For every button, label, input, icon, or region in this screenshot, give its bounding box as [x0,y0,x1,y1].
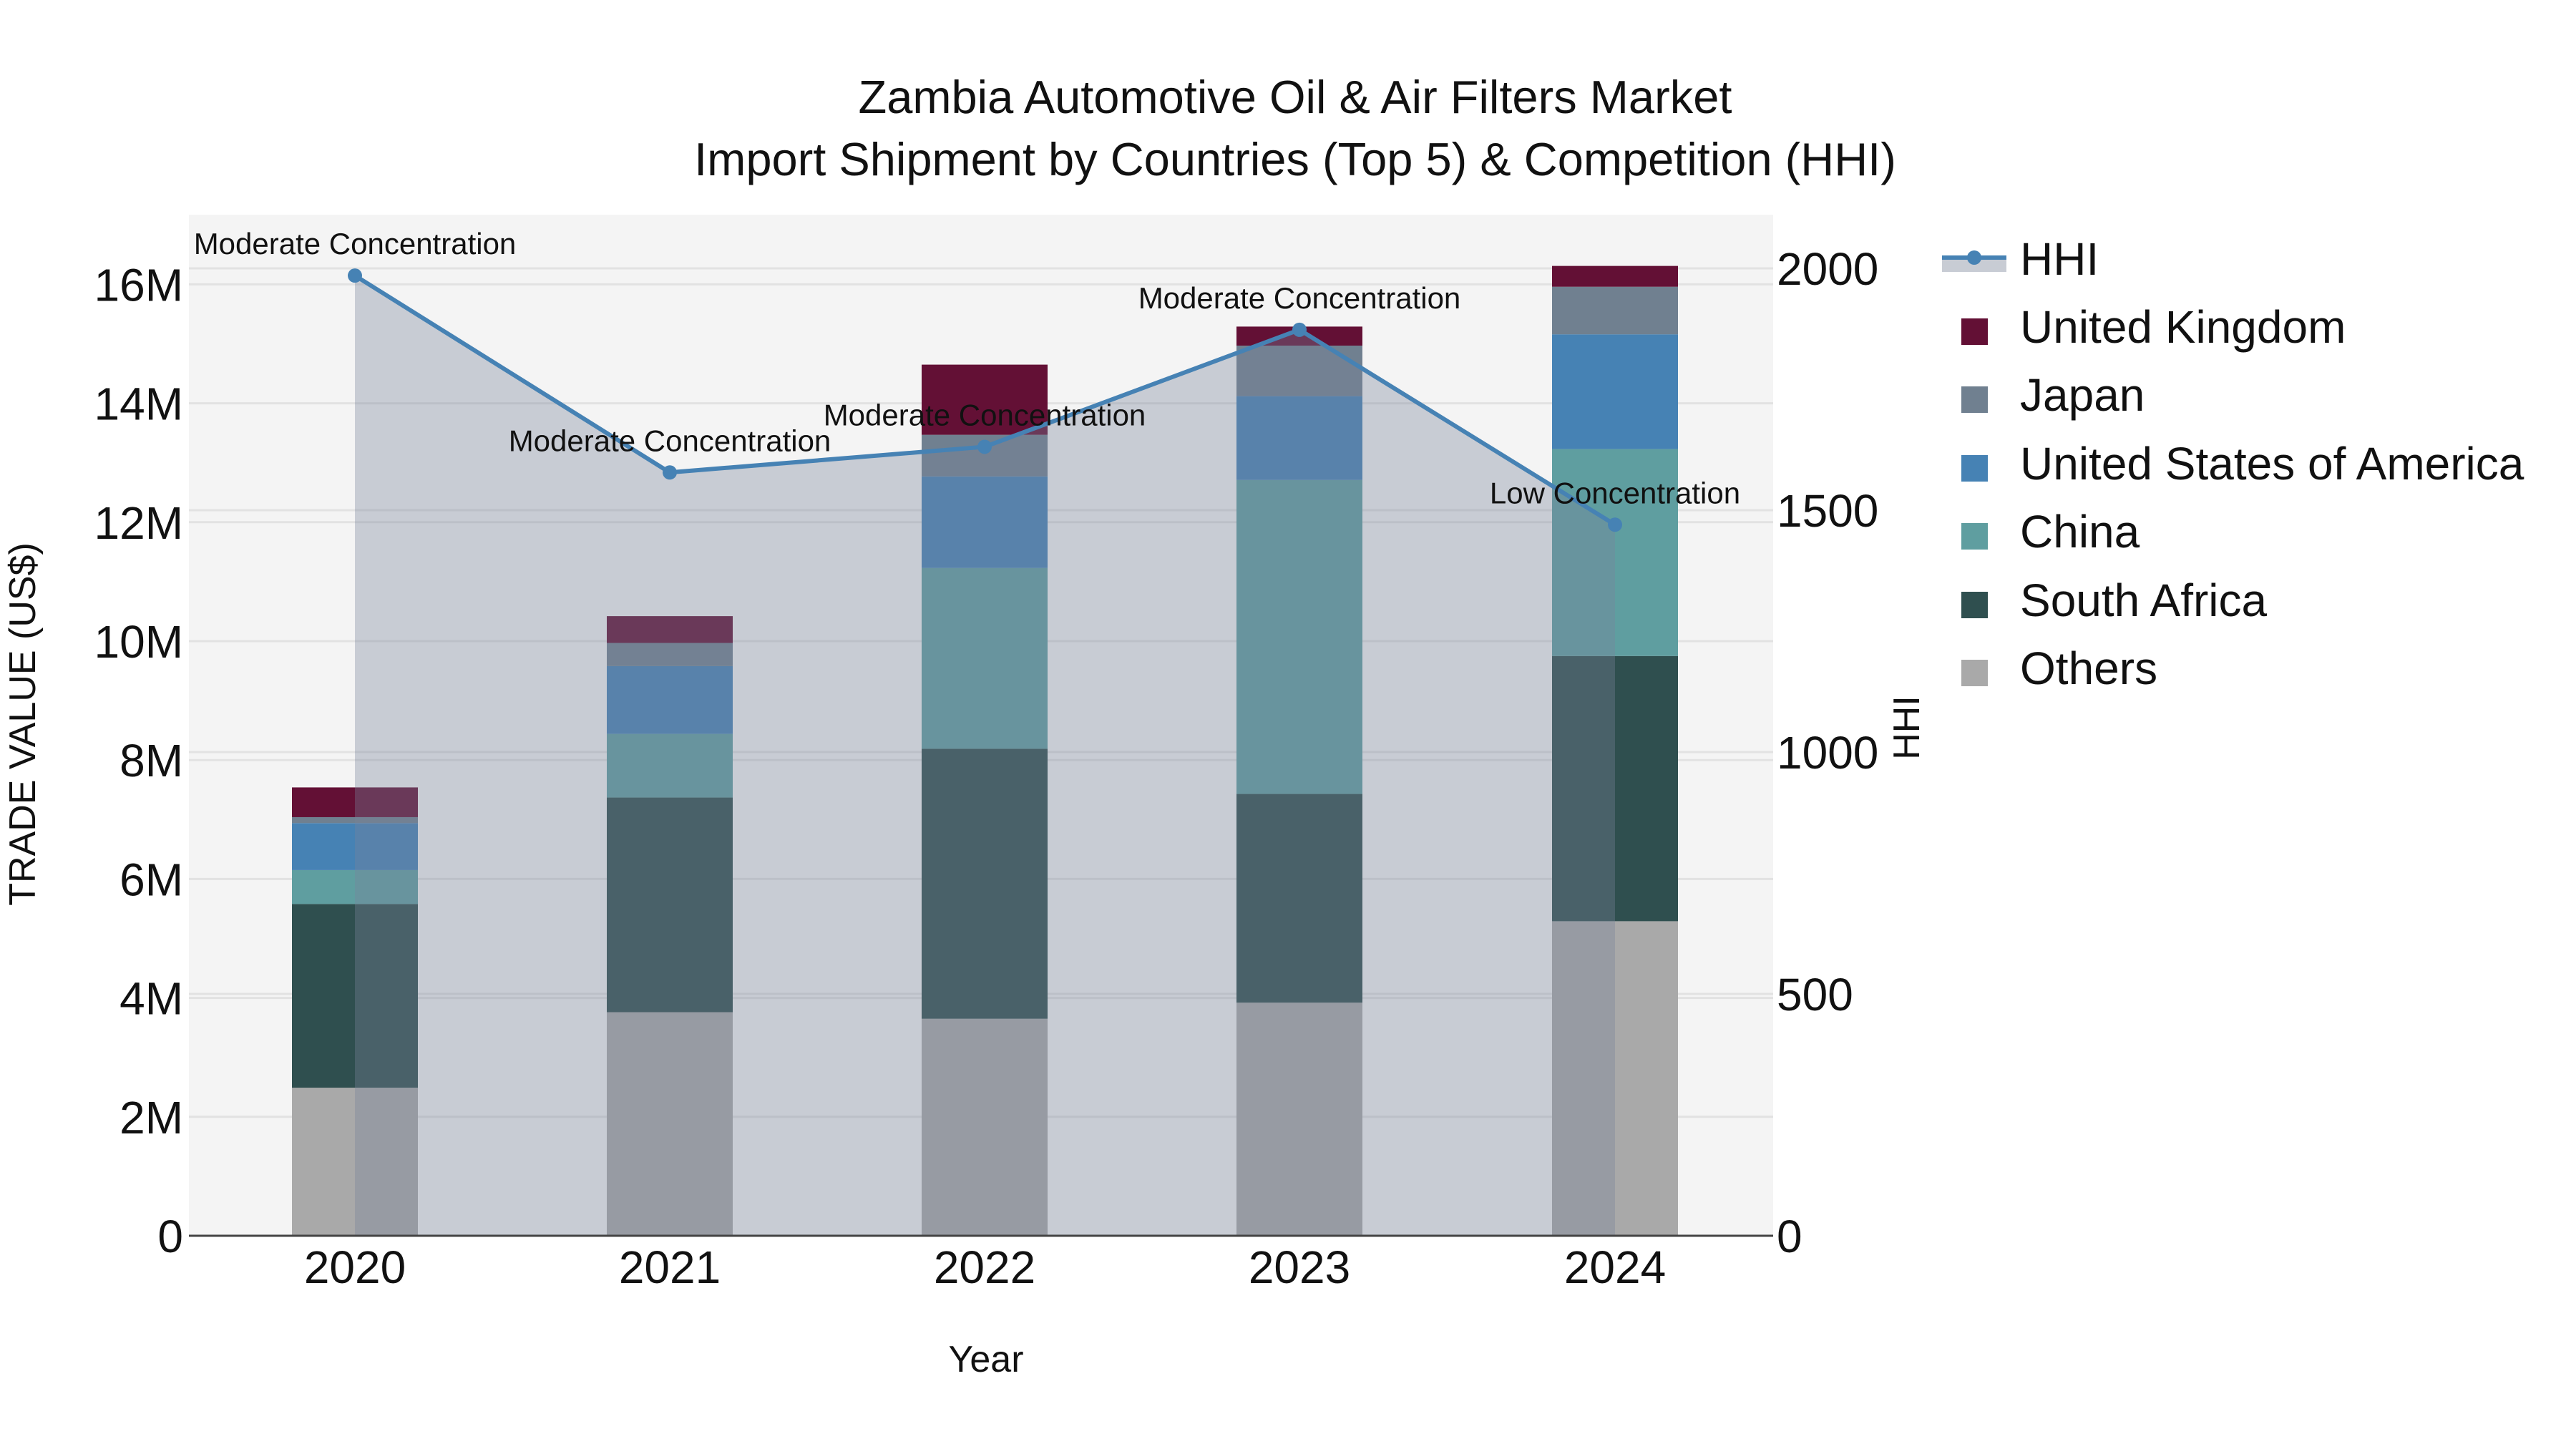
bar-segment[interactable] [1552,286,1678,335]
line-marker-icon [1942,250,2006,272]
bar-stack-2024 [1552,265,1678,1236]
y-left-tick: 0 [157,1211,183,1262]
bar-segment[interactable] [1552,449,1678,656]
stacked-bars [292,265,1678,1236]
legend-label: China [2020,506,2140,557]
hhi-annotation: Moderate Concentration [509,424,831,457]
bar-segment[interactable] [607,1012,733,1236]
square-swatch-icon [1961,455,1988,482]
hhi-annotation: Moderate Concentration [1138,281,1461,315]
x-tick: 2024 [1564,1241,1666,1293]
bar-segment[interactable] [607,797,733,1013]
legend-label: Others [2020,643,2158,694]
legend-label: HHI [2020,233,2099,285]
bar-segment[interactable] [922,748,1048,1019]
square-swatch-icon [1961,318,1988,345]
chart-title-line-1: Zambia Automotive Oil & Air Filters Mark… [858,71,1732,123]
bar-segment[interactable] [607,733,733,798]
bar-stack-2021 [607,616,733,1236]
hhi-marker[interactable] [348,268,362,283]
hhi-annotation: Moderate Concentration [194,227,517,260]
bar-stack-2020 [292,787,418,1236]
bar-segment[interactable] [292,787,418,817]
y-right-tick: 0 [1777,1211,1802,1262]
legend-label: United States of America [2020,438,2524,489]
y-right-tick: 500 [1777,969,1853,1020]
chart-title-line-2: Import Shipment by Countries (Top 5) & C… [694,133,1896,185]
bar-segment[interactable] [922,1018,1048,1236]
hhi-marker[interactable] [663,465,677,480]
x-tick: 2020 [304,1241,406,1293]
bar-segment[interactable] [292,904,418,1088]
x-tick: 2023 [1249,1241,1350,1293]
bar-segment[interactable] [922,476,1048,568]
x-tick-labels: 2020 2021 2022 2023 2024 [304,1241,1666,1293]
x-tick: 2022 [934,1241,1035,1293]
y-left-tick: 2M [119,1092,183,1143]
hhi-annotation: Low Concentration [1490,476,1740,509]
y-left-tick: 14M [94,379,184,430]
hhi-marker[interactable] [1608,517,1622,532]
bar-stack-2023 [1236,326,1362,1236]
hhi-marker[interactable] [1292,322,1307,337]
y-left-tick-labels: 0 2M 4M 6M 8M 10M 12M 14M 16M [94,259,184,1262]
legend-label: United Kingdom [2020,301,2346,353]
y-left-tick: 12M [94,497,184,549]
legend-label: South Africa [2020,575,2268,626]
y-left-tick: 4M [119,973,183,1025]
square-swatch-icon [1961,523,1988,550]
y-left-tick: 10M [94,616,184,668]
y-right-axis-title: HHI [1886,696,1928,760]
y-left-axis-title: TRADE VALUE (US$) [2,542,44,906]
y-right-tick-labels: 0 500 1000 1500 2000 [1777,243,1878,1262]
bar-segment[interactable] [607,665,733,734]
bar-segment[interactable] [1236,396,1362,480]
y-right-tick: 2000 [1777,243,1878,295]
hhi-markers [348,268,1622,532]
square-swatch-icon [1961,592,1988,618]
bar-segment[interactable] [292,816,418,824]
bar-segment[interactable] [292,823,418,870]
bar-segment[interactable] [1236,479,1362,794]
y-right-tick: 1500 [1777,485,1878,537]
y-right-tick: 1000 [1777,727,1878,779]
hhi-marker[interactable] [977,439,992,454]
bar-segment[interactable] [922,567,1048,749]
bar-segment[interactable] [607,643,733,666]
hhi-area-fill [355,275,1615,1236]
bar-segment[interactable] [922,364,1048,435]
square-swatch-icon [1961,660,1988,686]
legend-label: Japan [2020,369,2145,421]
bar-segment[interactable] [1552,921,1678,1236]
square-swatch-icon [1961,386,1988,413]
bar-segment[interactable] [292,869,418,904]
y-left-tick: 16M [94,259,184,311]
y-left-tick: 8M [119,735,183,786]
bar-segment[interactable] [1552,655,1678,922]
bar-stack-2022 [922,364,1048,1236]
y-left-tick: 6M [119,854,183,905]
x-tick: 2021 [619,1241,721,1293]
bar-segment[interactable] [1236,794,1362,1003]
bar-segment[interactable] [292,1088,418,1236]
bar-segment[interactable] [1552,334,1678,449]
hhi-annotation: Moderate Concentration [824,398,1146,431]
bar-segment[interactable] [1552,265,1678,287]
bar-segment[interactable] [1236,1002,1362,1236]
x-axis-title: Year [948,1339,1023,1380]
bar-segment[interactable] [607,616,733,643]
